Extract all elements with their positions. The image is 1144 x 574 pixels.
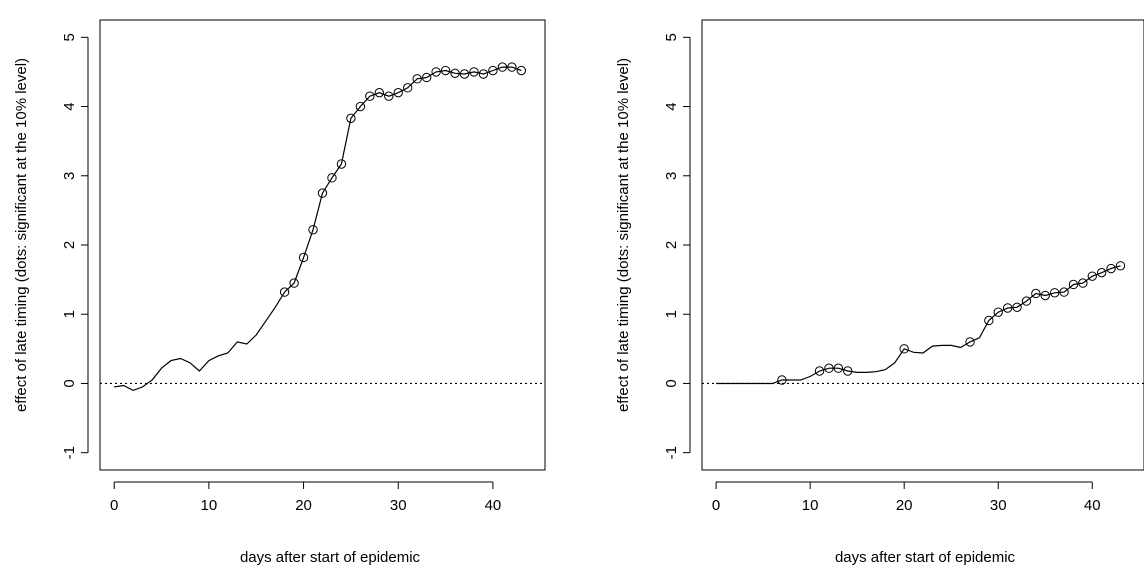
significant-point [440,65,451,76]
plot-frame [701,19,1144,471]
y-tick-label: 1 [61,310,78,318]
significant-point [478,69,489,79]
x-tick-label: 30 [390,497,407,514]
significant-point [1040,290,1050,301]
significant-point [459,69,470,79]
significant-point [984,315,994,326]
x-tick-label: 0 [712,497,720,514]
y-tick-label: 3 [61,172,78,180]
x-axis-label: days after start of epidemic [835,549,1016,566]
plot-frame [99,19,546,471]
significant-point [308,225,318,235]
x-tick-label: 10 [201,497,218,514]
significant-point [1068,279,1079,290]
significant-point [843,366,853,376]
x-tick-label: 0 [110,497,118,514]
y-tick-label: 3 [663,172,680,180]
y-tick-label: 4 [663,102,680,110]
significant-point [336,159,347,169]
x-tick-label: 20 [896,497,913,514]
y-tick-label: 0 [61,379,78,387]
significant-point [777,375,787,385]
significant-point [1106,263,1116,274]
y-tick-label: 2 [663,241,680,249]
y-axis-label: effect of late timing (dots: significant… [13,58,30,412]
series-line [114,66,522,392]
y-tick-label: 5 [61,33,78,41]
significant-point [516,65,527,76]
x-axis-label: days after start of epidemic [240,549,421,566]
significant-point [1096,267,1107,278]
significant-point [412,74,422,84]
significant-point [814,366,825,376]
left-chart-panel: days after start of epidemic effect of l… [13,19,546,566]
x-tick-label: 40 [485,497,502,514]
significant-point [1031,288,1041,299]
y-tick-label: 4 [61,102,78,110]
significant-point [469,67,479,77]
significant-point [421,72,432,83]
significant-point [1021,296,1032,306]
significant-point [403,83,413,93]
significant-point [993,307,1003,317]
significant-point [317,188,328,198]
significant-point [824,363,834,373]
significant-point [1002,303,1013,313]
significant-point [1115,261,1126,271]
y-axis-label: effect of late timing (dots: significant… [615,58,632,412]
x-tick-label: 30 [990,497,1007,514]
significant-point [327,173,337,183]
significant-point [298,252,309,263]
significant-point [289,278,299,288]
significant-point [431,67,441,77]
significant-point [393,87,403,98]
significant-point [833,363,844,373]
significant-point [384,91,394,101]
y-tick-label: -1 [61,446,78,459]
y-tick-label: -1 [663,446,680,459]
significant-point [965,337,975,347]
significant-point [899,344,909,354]
series-line [716,265,1121,385]
right-chart-panel: days after start of epidemic effect of l… [615,19,1144,566]
significant-point [497,62,508,72]
significant-point [450,68,460,79]
significant-point [1012,302,1022,313]
significant-point [1049,288,1060,298]
significant-point [365,91,375,101]
significant-point [355,101,366,112]
x-tick-label: 40 [1084,497,1101,514]
significant-point [488,65,498,76]
significant-point [279,287,290,297]
significant-point [1078,278,1088,288]
y-tick-label: 0 [663,379,680,387]
y-tick-label: 5 [663,33,680,41]
significant-point [1087,271,1097,281]
y-tick-label: 1 [663,310,680,318]
significant-point [346,113,356,124]
x-tick-label: 20 [295,497,312,514]
y-tick-label: 2 [61,241,78,249]
significant-point [1059,287,1069,297]
significant-point [507,62,517,72]
significant-point [374,87,385,98]
x-tick-label: 10 [802,497,819,514]
